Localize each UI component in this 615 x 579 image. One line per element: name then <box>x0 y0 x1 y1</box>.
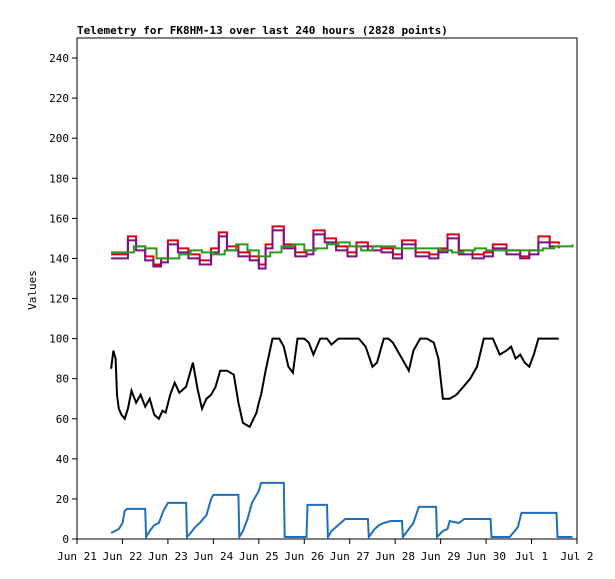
x-tick-label: Jun 26 <box>284 550 324 563</box>
x-tick-label: Jul 1 <box>515 550 548 563</box>
chart-title: Telemetry for FK8HM-13 over last 240 hou… <box>77 24 448 37</box>
plot-frame <box>76 37 578 540</box>
y-tick-label: 240 <box>49 52 69 65</box>
x-tick-label: Jun 21 <box>57 550 97 563</box>
y-tick-label: 0 <box>62 533 69 546</box>
series-line-1 <box>111 229 560 270</box>
x-axis-ticks: Jun 21 Jun 22 Jun 23 Jun 24 Jun 25 Jun 26 Jun … <box>57 539 594 563</box>
series-line-2 <box>111 241 574 260</box>
y-tick-label: 160 <box>49 212 69 225</box>
series-line-3 <box>110 337 559 429</box>
x-tick-label: Jun 23 <box>148 550 188 563</box>
y-tick-label: 60 <box>56 413 69 426</box>
x-tick-label: Jun 28 <box>375 550 415 563</box>
x-tick-label: Jun 27 <box>330 550 370 563</box>
x-tick-label: Jul 2 <box>560 550 593 563</box>
series-line-4 <box>110 481 573 541</box>
x-tick-label: Jun 22 <box>103 550 143 563</box>
y-tick-label: 180 <box>49 172 69 185</box>
y-axis-label: Values <box>26 270 39 310</box>
y-tick-label: 80 <box>56 373 69 386</box>
x-tick-label: Jun 25 <box>239 550 279 563</box>
x-tick-label: Jun 24 <box>193 550 233 563</box>
y-tick-label: 220 <box>49 92 69 105</box>
series-layer <box>110 225 574 541</box>
y-tick-label: 200 <box>49 132 69 145</box>
y-tick-label: 40 <box>56 453 69 466</box>
y-axis-ticks: 0 20 40 60 80 100 120 140 160 180 200 220 240 <box>49 52 77 546</box>
y-tick-label: 140 <box>49 252 69 265</box>
x-tick-label: Jun 30 <box>466 550 506 563</box>
y-tick-label: 120 <box>49 293 69 306</box>
y-tick-label: 100 <box>49 333 69 346</box>
x-tick-label: Jun 29 <box>421 550 461 563</box>
y-tick-label: 20 <box>56 493 69 506</box>
